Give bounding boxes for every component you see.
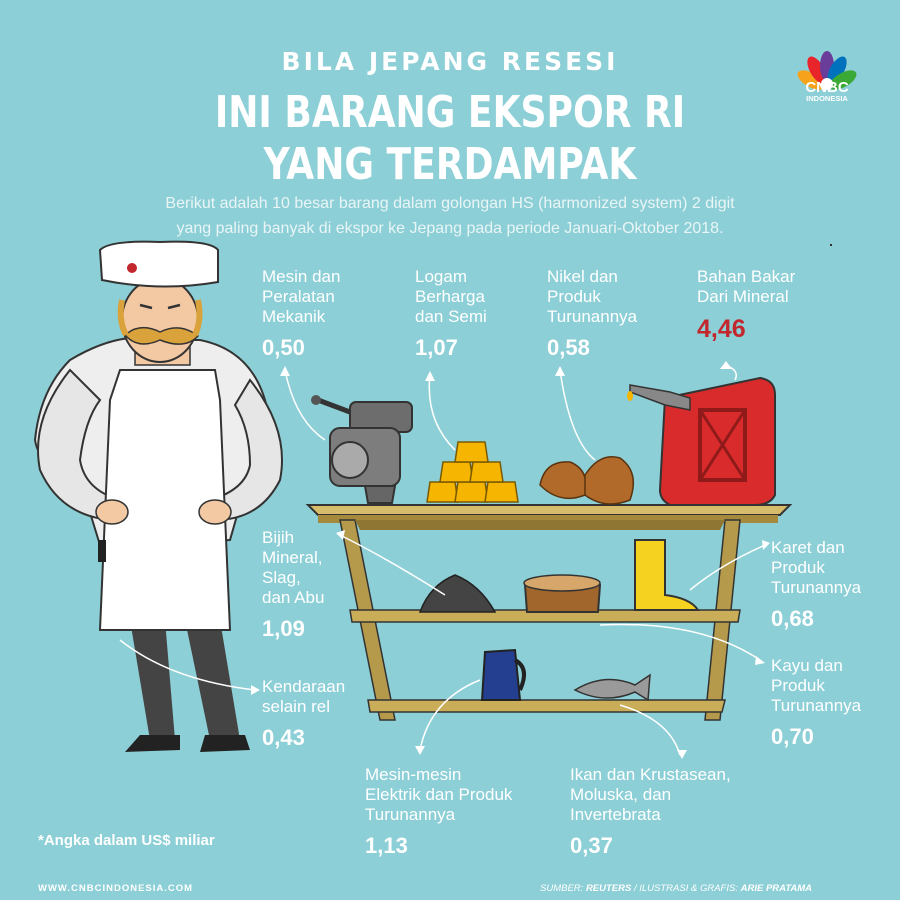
- item-label: Turunannya: [771, 578, 862, 597]
- fish-illustration: [573, 673, 651, 702]
- item-fish: Ikan dan Krustasean, Moluska, dan Invert…: [570, 765, 731, 859]
- credits: SUMBER: REUTERS / ILUSTRASI & GRAFIS: AR…: [540, 883, 812, 894]
- item-label: Invertebrata: [570, 805, 661, 824]
- dot-mark: [830, 244, 832, 246]
- title-line-2: YANG TERDAMPAK: [263, 139, 637, 190]
- item-rubber: Karet dan Produk Turunannya 0,68: [771, 538, 861, 632]
- item-label: Turunannya: [771, 696, 862, 715]
- source-name: REUTERS: [585, 883, 632, 894]
- item-label: Mekanik: [262, 307, 326, 326]
- description-line-2: yang paling banyak di ekspor ke Jepang p…: [176, 220, 724, 237]
- cnbc-peacock-logo-icon: [797, 51, 857, 90]
- item-label: Produk: [771, 676, 825, 695]
- meat-grinder-illustration: [311, 395, 413, 504]
- item-value-highlight: 4,46: [697, 315, 746, 343]
- item-label: Ikan dan Krustasean,: [570, 765, 731, 784]
- kicker-heading: BILA JEPANG RESESI: [281, 47, 619, 76]
- item-label: Bahan Bakar: [697, 267, 796, 286]
- item-label: Mesin-mesin: [365, 765, 462, 784]
- leader-arrowheads: [251, 361, 770, 759]
- item-label: Moluska, dan: [570, 785, 672, 804]
- item-value: 0,58: [547, 335, 590, 360]
- description: Berikut adalah 10 besar barang dalam gol…: [120, 191, 780, 241]
- item-label: dan Abu: [262, 588, 325, 607]
- item-label: Slag,: [262, 568, 301, 587]
- item-nickel: Nikel dan Produk Turunannya 0,58: [547, 267, 637, 361]
- source-prefix: SUMBER:: [540, 883, 584, 894]
- credit-prefix: / ILUSTRASI & GRAFIS:: [633, 883, 738, 894]
- electric-kettle-illustration: [480, 648, 526, 701]
- item-label: selain rel: [262, 697, 331, 716]
- unit-note: *Angka dalam US$ miliar: [38, 832, 215, 849]
- mineral-ore-illustration: [418, 574, 497, 613]
- item-precious-metals: Logam Berharga dan Semi 1,07: [415, 267, 487, 361]
- item-label: Turunannya: [547, 307, 638, 326]
- item-label: dan Semi: [415, 307, 487, 326]
- website-link[interactable]: WWW.CNBCINDONESIA.COM: [38, 883, 194, 894]
- gold-bars-illustration: [426, 441, 519, 503]
- item-label: Kayu dan: [771, 656, 843, 675]
- item-mineral-fuel: Bahan Bakar Dari Mineral 4,46: [697, 267, 795, 344]
- nickel-ore-illustration: [539, 456, 635, 505]
- item-label: Elektrik dan Produk: [365, 785, 513, 804]
- item-value: 0,37: [570, 833, 613, 858]
- wood-stump-illustration: [523, 574, 602, 613]
- item-label: Kendaraan: [262, 677, 346, 696]
- item-label: Karet dan: [771, 538, 845, 557]
- item-label: Turunannya: [365, 805, 456, 824]
- item-value: 1,13: [365, 833, 408, 858]
- item-value: 1,07: [415, 335, 458, 360]
- credit-name: ARIE PRATAMA: [740, 883, 813, 894]
- item-value: 0,68: [771, 606, 814, 631]
- description-line-1: Berikut adalah 10 besar barang dalam gol…: [165, 195, 735, 212]
- item-machinery: Mesin dan Peralatan Mekanik 0,50: [262, 267, 340, 361]
- logo-subtitle: INDONESIA: [806, 94, 848, 103]
- item-label: Produk: [771, 558, 825, 577]
- item-label: Bijih: [262, 528, 295, 547]
- item-value: 1,09: [262, 616, 305, 641]
- item-wood: Kayu dan Produk Turunannya 0,70: [771, 656, 861, 750]
- leader-lines: [119, 364, 766, 756]
- item-label: Nikel dan: [547, 267, 618, 286]
- logo-name: CNBC: [805, 79, 849, 96]
- item-label: Logam: [415, 267, 467, 286]
- title-line-1: INI BARANG EKSPOR RI: [214, 87, 686, 138]
- item-label: Dari Mineral: [697, 287, 789, 306]
- item-label: Mineral,: [262, 548, 323, 567]
- item-vehicles: Kendaraan selain rel 0,43: [262, 677, 345, 751]
- item-label: Berharga: [415, 287, 485, 306]
- item-value: 0,70: [771, 724, 814, 749]
- item-value: 0,50: [262, 335, 305, 360]
- item-value: 0,43: [262, 725, 305, 750]
- chef-illustration: [33, 240, 283, 752]
- item-label: Mesin dan: [262, 267, 341, 286]
- item-label: Produk: [547, 287, 601, 306]
- item-electrical-machinery: Mesin-mesin Elektrik dan Produk Turunann…: [365, 765, 512, 859]
- item-label: Peralatan: [262, 287, 335, 306]
- shelf: [305, 504, 793, 721]
- rubber-boot-illustration: [634, 539, 700, 611]
- item-mineral-ores: Bijih Mineral, Slag, dan Abu 1,09: [262, 528, 324, 642]
- jerry-can-illustration: [627, 376, 776, 506]
